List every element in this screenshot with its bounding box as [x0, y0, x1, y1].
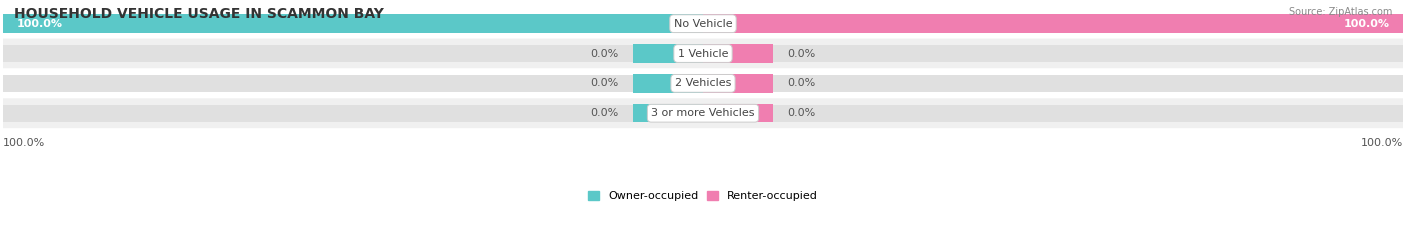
Text: Source: ZipAtlas.com: Source: ZipAtlas.com: [1288, 7, 1392, 17]
Bar: [703, 104, 773, 123]
Text: 1 Vehicle: 1 Vehicle: [678, 48, 728, 58]
Bar: [3, 14, 703, 33]
Bar: [703, 14, 1403, 33]
FancyBboxPatch shape: [0, 69, 1406, 98]
Text: HOUSEHOLD VEHICLE USAGE IN SCAMMON BAY: HOUSEHOLD VEHICLE USAGE IN SCAMMON BAY: [14, 7, 384, 21]
Text: 100.0%: 100.0%: [3, 138, 45, 148]
Text: 100.0%: 100.0%: [17, 19, 63, 29]
Bar: [3, 105, 1403, 122]
Text: No Vehicle: No Vehicle: [673, 19, 733, 29]
Text: 3 or more Vehicles: 3 or more Vehicles: [651, 108, 755, 118]
Text: 2 Vehicles: 2 Vehicles: [675, 78, 731, 88]
Text: 0.0%: 0.0%: [591, 108, 619, 118]
Text: 0.0%: 0.0%: [787, 48, 815, 58]
Text: 0.0%: 0.0%: [591, 78, 619, 88]
Bar: [703, 44, 773, 63]
Text: 0.0%: 0.0%: [787, 108, 815, 118]
Bar: [3, 15, 1403, 32]
FancyBboxPatch shape: [0, 39, 1406, 69]
Text: 100.0%: 100.0%: [1361, 138, 1403, 148]
Legend: Owner-occupied, Renter-occupied: Owner-occupied, Renter-occupied: [583, 186, 823, 206]
FancyBboxPatch shape: [0, 98, 1406, 128]
Bar: [703, 74, 773, 93]
FancyBboxPatch shape: [0, 9, 1406, 39]
Bar: [633, 44, 703, 63]
Text: 100.0%: 100.0%: [1343, 19, 1389, 29]
Bar: [633, 74, 703, 93]
Text: 0.0%: 0.0%: [787, 78, 815, 88]
Text: 0.0%: 0.0%: [591, 48, 619, 58]
Bar: [633, 104, 703, 123]
Bar: [3, 45, 1403, 62]
Bar: [3, 75, 1403, 92]
